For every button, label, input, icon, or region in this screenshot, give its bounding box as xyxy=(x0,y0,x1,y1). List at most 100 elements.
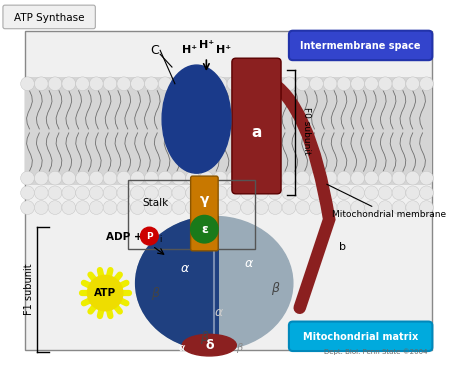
Circle shape xyxy=(172,171,186,185)
Circle shape xyxy=(268,201,282,214)
Circle shape xyxy=(268,186,282,200)
Circle shape xyxy=(62,171,76,185)
Circle shape xyxy=(282,201,296,214)
Circle shape xyxy=(35,77,48,91)
Circle shape xyxy=(296,171,310,185)
Circle shape xyxy=(158,201,172,214)
Circle shape xyxy=(76,186,90,200)
Bar xyxy=(25,77,432,185)
Text: Intermembrane space: Intermembrane space xyxy=(301,41,421,51)
Circle shape xyxy=(48,186,62,200)
Circle shape xyxy=(255,77,268,91)
Text: α: α xyxy=(245,257,253,270)
Circle shape xyxy=(392,201,406,214)
Circle shape xyxy=(213,186,227,200)
Circle shape xyxy=(268,77,282,91)
Circle shape xyxy=(296,77,310,91)
Circle shape xyxy=(419,171,433,185)
Circle shape xyxy=(365,201,378,214)
Circle shape xyxy=(255,201,268,214)
Circle shape xyxy=(351,77,365,91)
Circle shape xyxy=(200,186,213,200)
Circle shape xyxy=(419,186,433,200)
Circle shape xyxy=(90,171,103,185)
Circle shape xyxy=(158,171,172,185)
Circle shape xyxy=(213,77,227,91)
Circle shape xyxy=(90,186,103,200)
Circle shape xyxy=(241,77,255,91)
Text: Stalk: Stalk xyxy=(142,198,168,208)
Text: a: a xyxy=(251,125,262,140)
Circle shape xyxy=(282,77,296,91)
Text: F0 subunit: F0 subunit xyxy=(301,107,310,155)
Circle shape xyxy=(351,201,365,214)
Text: β: β xyxy=(151,287,159,299)
Circle shape xyxy=(323,171,337,185)
Circle shape xyxy=(131,77,145,91)
Circle shape xyxy=(117,171,131,185)
Text: P: P xyxy=(146,232,153,240)
Text: F1 subunit: F1 subunit xyxy=(25,264,35,315)
Circle shape xyxy=(158,77,172,91)
Bar xyxy=(25,31,432,350)
Circle shape xyxy=(103,186,117,200)
Text: ADP +: ADP + xyxy=(106,232,143,242)
Circle shape xyxy=(131,171,145,185)
Circle shape xyxy=(323,77,337,91)
Circle shape xyxy=(117,77,131,91)
Circle shape xyxy=(268,171,282,185)
Circle shape xyxy=(351,171,365,185)
Circle shape xyxy=(419,201,433,214)
Circle shape xyxy=(145,201,158,214)
Circle shape xyxy=(241,171,255,185)
Circle shape xyxy=(227,171,241,185)
Text: γ: γ xyxy=(200,193,209,207)
Circle shape xyxy=(145,77,158,91)
Text: α: α xyxy=(179,343,185,353)
Text: H⁺: H⁺ xyxy=(182,45,197,55)
Circle shape xyxy=(88,275,123,311)
FancyBboxPatch shape xyxy=(232,58,281,194)
Circle shape xyxy=(21,201,35,214)
Circle shape xyxy=(392,77,406,91)
Text: Mitochondrial membrane: Mitochondrial membrane xyxy=(327,184,446,219)
Circle shape xyxy=(365,186,378,200)
Text: Mitochondrial matrix: Mitochondrial matrix xyxy=(303,332,418,342)
Ellipse shape xyxy=(136,216,293,350)
Circle shape xyxy=(158,186,172,200)
Circle shape xyxy=(323,186,337,200)
Circle shape xyxy=(172,201,186,214)
Ellipse shape xyxy=(162,65,231,173)
Circle shape xyxy=(337,77,351,91)
Circle shape xyxy=(103,171,117,185)
Circle shape xyxy=(337,186,351,200)
Text: α: α xyxy=(215,306,223,319)
Circle shape xyxy=(323,201,337,214)
Bar xyxy=(128,180,255,249)
Text: H⁺: H⁺ xyxy=(199,40,214,51)
Circle shape xyxy=(48,77,62,91)
Circle shape xyxy=(186,77,200,91)
Circle shape xyxy=(90,77,103,91)
Circle shape xyxy=(241,201,255,214)
FancyBboxPatch shape xyxy=(3,5,95,29)
Circle shape xyxy=(365,171,378,185)
Circle shape xyxy=(35,171,48,185)
Circle shape xyxy=(419,77,433,91)
FancyBboxPatch shape xyxy=(289,31,432,60)
Circle shape xyxy=(282,186,296,200)
Circle shape xyxy=(186,171,200,185)
Circle shape xyxy=(21,186,35,200)
Circle shape xyxy=(21,77,35,91)
Circle shape xyxy=(310,201,323,214)
Circle shape xyxy=(172,186,186,200)
Circle shape xyxy=(392,171,406,185)
Circle shape xyxy=(131,201,145,214)
Circle shape xyxy=(406,171,419,185)
Circle shape xyxy=(200,201,213,214)
Ellipse shape xyxy=(136,216,293,350)
Text: i: i xyxy=(159,235,162,243)
Circle shape xyxy=(35,186,48,200)
Circle shape xyxy=(131,186,145,200)
Text: α: α xyxy=(181,262,189,275)
